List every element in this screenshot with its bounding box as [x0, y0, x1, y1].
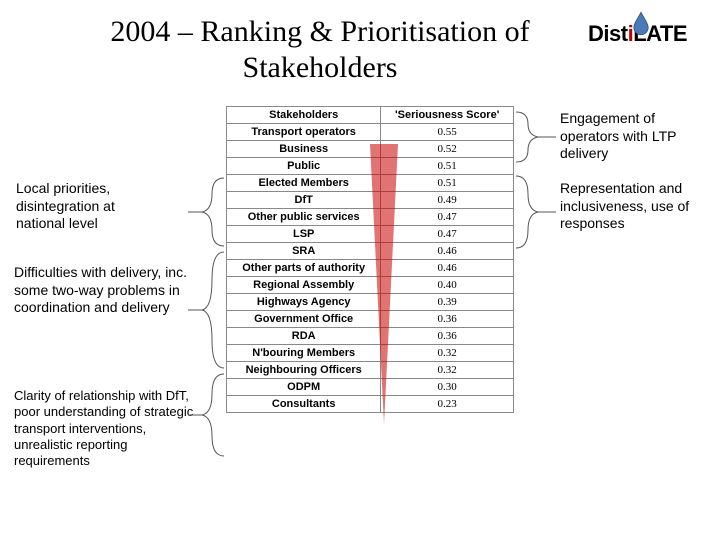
- score-cell: 0.30: [381, 379, 514, 396]
- stakeholder-cell: Regional Assembly: [227, 277, 381, 294]
- stakeholder-cell: Elected Members: [227, 175, 381, 192]
- table-row: LSP0.47: [227, 226, 514, 243]
- brace-engagement: [514, 110, 558, 164]
- score-cell: 0.32: [381, 345, 514, 362]
- col-header-stakeholders: Stakeholders: [227, 107, 381, 124]
- score-cell: 0.51: [381, 158, 514, 175]
- stakeholder-cell: Government Office: [227, 311, 381, 328]
- table-row: Other public services0.47: [227, 209, 514, 226]
- note-engagement: Engagement of operators with LTP deliver…: [560, 110, 710, 163]
- table-row: Other parts of authority0.46: [227, 260, 514, 277]
- stakeholder-cell: Public: [227, 158, 381, 175]
- score-cell: 0.39: [381, 294, 514, 311]
- stakeholder-cell: LSP: [227, 226, 381, 243]
- table-row: Public0.51: [227, 158, 514, 175]
- score-cell: 0.55: [381, 124, 514, 141]
- brace-difficulties: [186, 250, 226, 370]
- score-cell: 0.36: [381, 311, 514, 328]
- score-cell: 0.46: [381, 260, 514, 277]
- table-row: Highways Agency0.39: [227, 294, 514, 311]
- table-row: DfT0.49: [227, 192, 514, 209]
- stakeholder-cell: Other parts of authority: [227, 260, 381, 277]
- water-drop-icon: [632, 10, 650, 36]
- score-cell: 0.47: [381, 209, 514, 226]
- table-row: Elected Members0.51: [227, 175, 514, 192]
- score-cell: 0.23: [381, 396, 514, 413]
- logo: DistiLATE: [588, 14, 698, 54]
- stakeholder-cell: Consultants: [227, 396, 381, 413]
- stakeholder-cell: Business: [227, 141, 381, 158]
- score-cell: 0.49: [381, 192, 514, 209]
- table-row: SRA0.46: [227, 243, 514, 260]
- brace-local: [186, 176, 226, 248]
- table-row: RDA0.36: [227, 328, 514, 345]
- score-cell: 0.40: [381, 277, 514, 294]
- score-cell: 0.51: [381, 175, 514, 192]
- stakeholder-cell: Other public services: [227, 209, 381, 226]
- table-row: ODPM0.30: [227, 379, 514, 396]
- stakeholder-cell: N'bouring Members: [227, 345, 381, 362]
- stakeholder-cell: Transport operators: [227, 124, 381, 141]
- score-cell: 0.52: [381, 141, 514, 158]
- table-row: Transport operators0.55: [227, 124, 514, 141]
- stakeholder-table: Stakeholders 'Seriousness Score' Transpo…: [226, 106, 514, 413]
- note-representation: Representation and inclusiveness, use of…: [560, 180, 710, 233]
- table-row: N'bouring Members0.32: [227, 345, 514, 362]
- stakeholder-cell: RDA: [227, 328, 381, 345]
- score-cell: 0.47: [381, 226, 514, 243]
- stakeholder-cell: Neighbouring Officers: [227, 362, 381, 379]
- table-row: Regional Assembly0.40: [227, 277, 514, 294]
- score-cell: 0.46: [381, 243, 514, 260]
- stakeholder-cell: DfT: [227, 192, 381, 209]
- stakeholder-cell: SRA: [227, 243, 381, 260]
- col-header-score: 'Seriousness Score': [381, 107, 514, 124]
- page-title: 2004 – Ranking & Prioritisation of Stake…: [50, 0, 590, 86]
- brace-representation: [514, 174, 558, 250]
- note-difficulties: Difficulties with delivery, inc. some tw…: [14, 264, 192, 317]
- score-cell: 0.36: [381, 328, 514, 345]
- stakeholder-cell: Highways Agency: [227, 294, 381, 311]
- table-row: Consultants0.23: [227, 396, 514, 413]
- table-row: Neighbouring Officers0.32: [227, 362, 514, 379]
- note-clarity: Clarity of relationship with DfT, poor u…: [14, 388, 202, 469]
- stakeholder-cell: ODPM: [227, 379, 381, 396]
- score-cell: 0.32: [381, 362, 514, 379]
- table-row: Business0.52: [227, 141, 514, 158]
- table-row: Government Office0.36: [227, 311, 514, 328]
- note-local-priorities: Local priorities, disintegration at nati…: [16, 180, 166, 233]
